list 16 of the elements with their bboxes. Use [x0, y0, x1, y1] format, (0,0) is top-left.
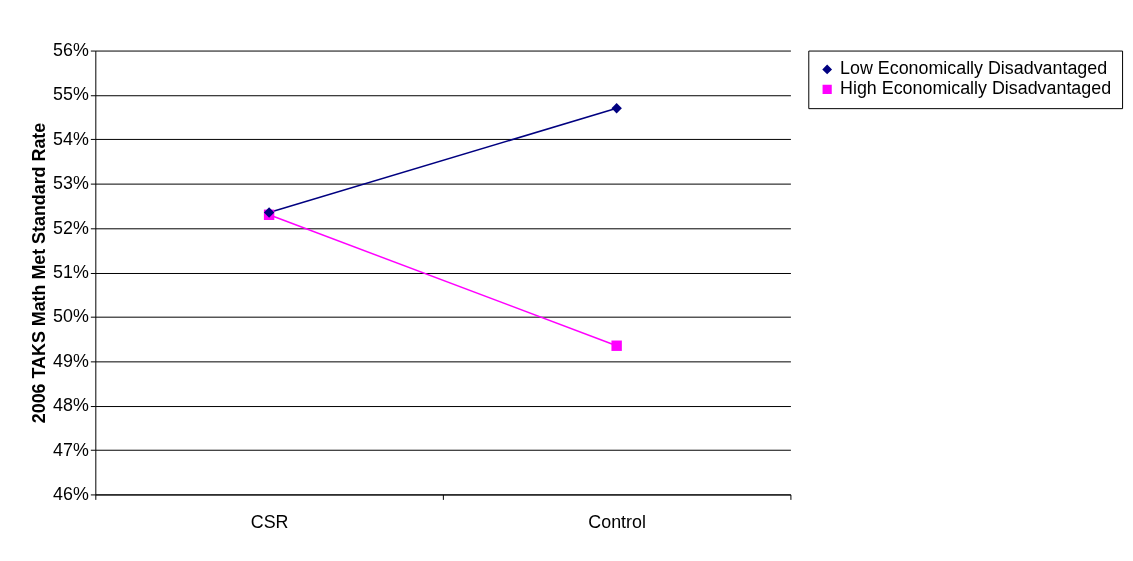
y-tick-label: 50%	[53, 306, 89, 327]
y-tick-label: 55%	[53, 84, 89, 105]
x-tick-label: Control	[588, 511, 646, 532]
legend-label: Low Economically Disadvantaged	[840, 58, 1108, 79]
x-tick-label: CSR	[250, 511, 289, 532]
y-tick-label: 47%	[53, 439, 89, 460]
y-tick-label: 54%	[53, 128, 89, 149]
y-tick-label: 46%	[53, 483, 89, 504]
y-tick-label: 51%	[53, 261, 89, 282]
y-tick-label: 56%	[53, 40, 89, 61]
y-tick-label: 52%	[53, 217, 89, 238]
y-tick-label: 53%	[53, 173, 89, 194]
y-axis-title: 2006 TAKS Math Met Standard Rate	[29, 122, 50, 424]
y-tick-label: 48%	[53, 395, 89, 416]
legend-label: High Economically Disadvantaged	[840, 78, 1112, 99]
y-tick-label: 49%	[53, 350, 89, 371]
